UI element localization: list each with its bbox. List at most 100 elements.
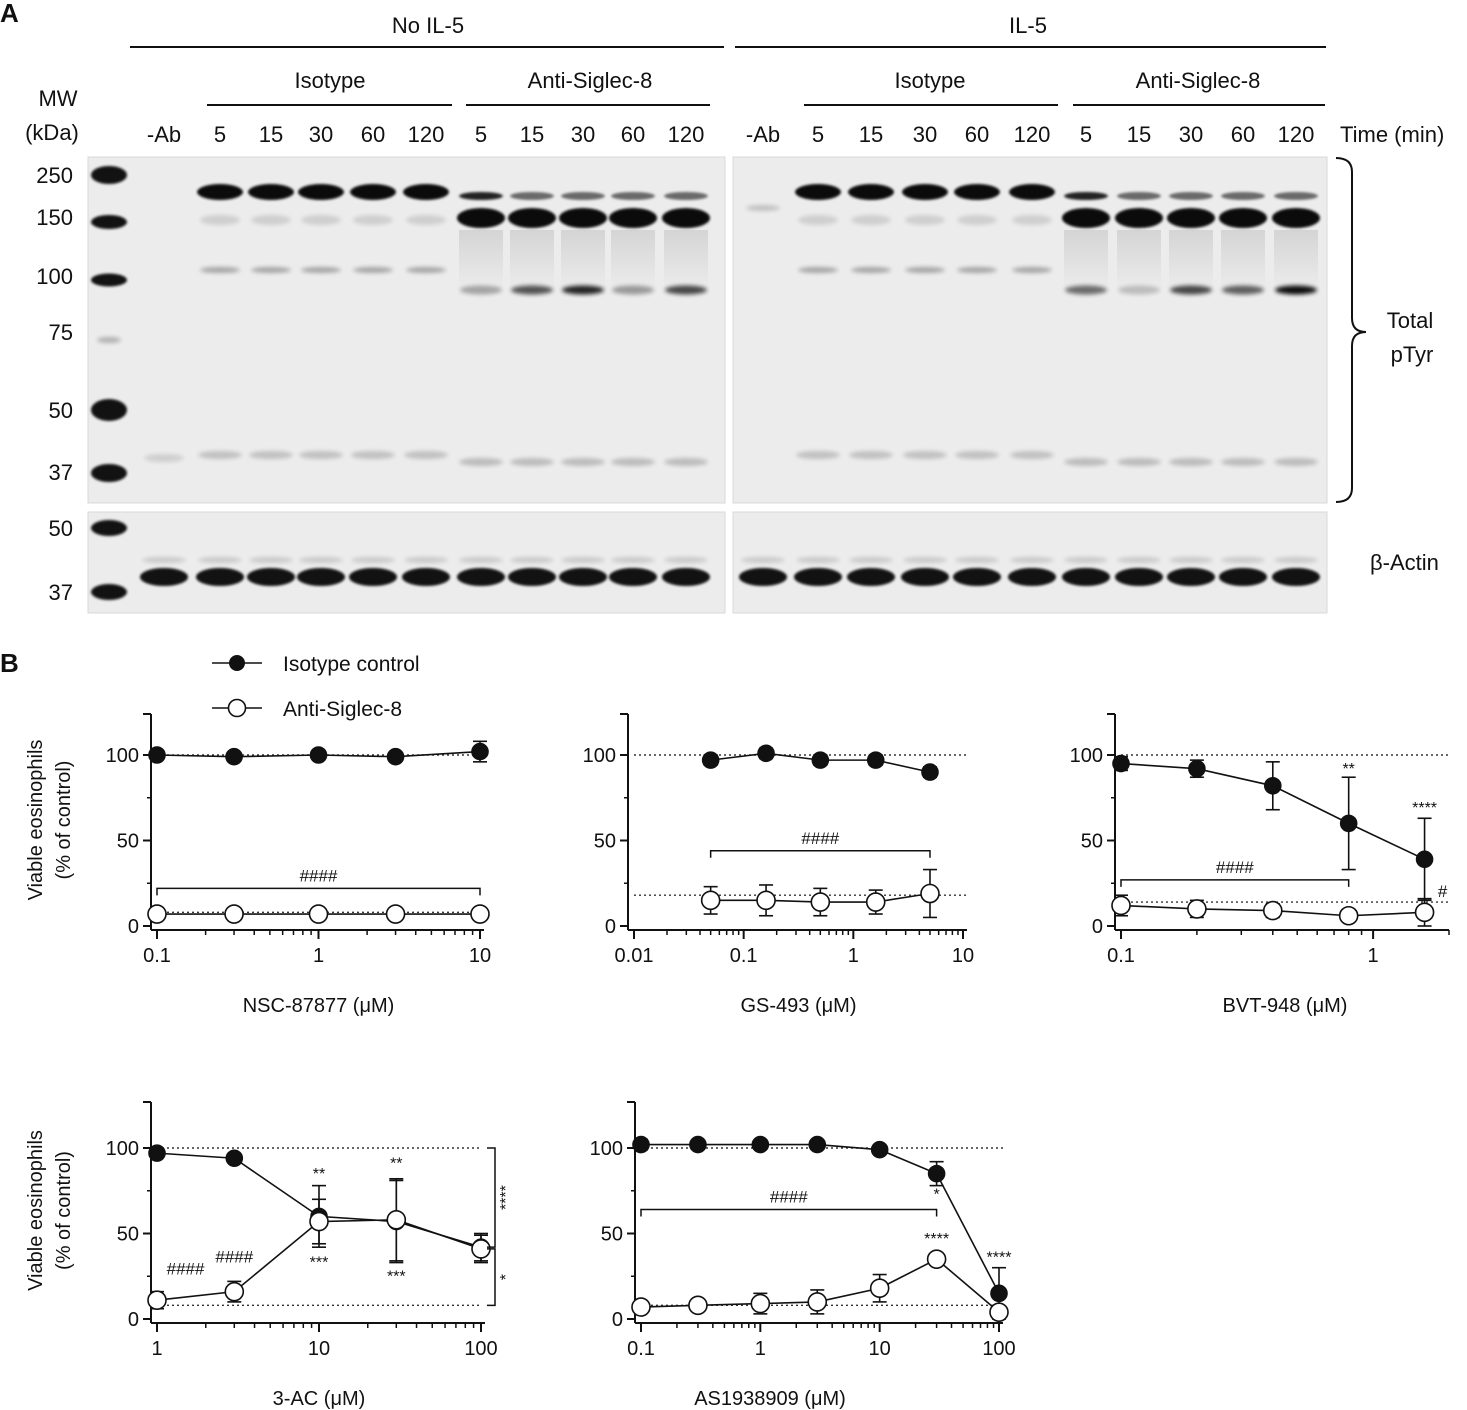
actin-band-faint: [142, 557, 186, 563]
significance-label: ####: [770, 1188, 808, 1207]
ptyr-band-200kda: [848, 184, 894, 200]
lane-label-noil5-3: 30: [309, 122, 333, 147]
anti-siglec8-point: [147, 1290, 167, 1310]
anti-siglec8-point: [869, 1278, 890, 1299]
ptyr-band-150kda: [508, 208, 556, 228]
ptyr-band-200kda: [350, 184, 396, 200]
x-tick-label: 0.1: [730, 945, 758, 967]
significance-bracket: [1120, 879, 1350, 887]
ptyr-band-faint: [406, 215, 446, 225]
legend-anti-marker: [227, 698, 247, 718]
ladder-band: [91, 464, 127, 482]
ptyr-band-110kda: [301, 267, 341, 273]
ptyr-band-200kda: [403, 184, 449, 200]
lane-label-il5-2: 15: [859, 122, 883, 147]
anti-siglec8-point: [926, 1249, 947, 1269]
mw-actin-label-50: 50: [49, 516, 73, 541]
chart-1: 0 50 100 0.1 1 10 NSC-87877 (μM) Viable eosinop…: [25, 713, 491, 1017]
mw-label-50: 50: [49, 398, 73, 423]
significance-annotation: **: [1342, 761, 1354, 778]
ptyr-band-200kda: [1009, 184, 1055, 200]
ptyr-smear: [1221, 230, 1265, 290]
x-axis-label: NSC-87877 (μM): [243, 995, 395, 1017]
ptyr-band-faint: [798, 215, 838, 225]
ptyr-band-150kda: [609, 208, 657, 228]
ptyr-band-150kda: [1115, 208, 1163, 228]
ptyr-band-40kda: [611, 458, 655, 466]
actin-band: [457, 568, 505, 586]
ptyr-band-200kda: [1274, 192, 1318, 200]
isotype-point: [689, 1135, 707, 1154]
ptyr-band-faint: [746, 205, 780, 211]
lane-label-il5-8: 30: [1179, 122, 1203, 147]
lane-label-il5-3: 30: [913, 122, 937, 147]
ptyr-smear: [459, 230, 503, 290]
isotype-point: [309, 746, 328, 764]
ptyr-band-40kda: [1117, 458, 1161, 466]
anti-siglec8-point: [386, 1210, 407, 1230]
anti-siglec8-point: [865, 892, 886, 912]
actin-band-faint: [903, 557, 947, 563]
actin-band: [1008, 568, 1056, 586]
ptyr-band-200kda: [1117, 192, 1161, 200]
ptyr-band-200kda: [459, 192, 503, 200]
significance-annotation: ***: [387, 1268, 406, 1285]
ptyr-band-110kda: [1012, 267, 1052, 273]
side-bracket: [487, 1248, 496, 1307]
ptyr-band-110kda: [200, 267, 240, 273]
actin-band: [196, 568, 244, 586]
y-tick-label: 100: [106, 745, 139, 767]
ptyr-smear: [611, 230, 655, 290]
lane-label-noil5-10: 120: [668, 122, 705, 147]
ladder-band: [97, 337, 121, 343]
condition-label-no-il5: No IL-5: [392, 13, 464, 38]
anti-siglec8-point: [385, 904, 406, 924]
actin-band-faint: [561, 557, 605, 563]
y-tick-label: 100: [1070, 745, 1103, 767]
significance-label: ####: [1216, 858, 1254, 877]
ptyr-band-faint: [957, 215, 997, 225]
significance-annotation: ####: [215, 1248, 253, 1267]
lane-label-noil5-9: 60: [621, 122, 645, 147]
significance-bracket: [640, 1208, 938, 1217]
ptyr-band-40kda: [351, 451, 395, 459]
ptyr-band-200kda: [611, 192, 655, 200]
ptyr-band-110kda: [905, 267, 945, 273]
significance-annotation: ****: [924, 1231, 949, 1248]
anti-siglec8-point: [308, 904, 329, 924]
ptyr-smear: [561, 230, 605, 290]
anti-siglec8-point: [688, 1295, 708, 1316]
y-axis-label-line-2: (% of control): [53, 1151, 75, 1270]
x-axis-label: AS1938909 (μM): [694, 1388, 846, 1410]
ptyr-band-40kda: [404, 451, 448, 459]
y-tick-label: 0: [128, 916, 139, 938]
ptyr-band-200kda: [248, 184, 294, 200]
actin-band-faint: [1117, 557, 1161, 563]
x-tick-label: 100: [464, 1338, 497, 1360]
isotype-point: [701, 751, 720, 769]
actin-band-faint: [796, 557, 840, 563]
ladder-band: [91, 584, 127, 600]
y-tick-label: 50: [1081, 831, 1103, 853]
anti-siglec8-point: [1338, 905, 1359, 926]
ptyr-band-faint: [200, 215, 240, 225]
ptyr-band-faint: [144, 454, 184, 462]
y-axis-label-line-1: Viable eosinophils: [25, 740, 47, 901]
actin-band-faint: [249, 557, 293, 563]
x-axis-label: GS-493 (μM): [741, 995, 857, 1017]
actin-band: [609, 568, 657, 586]
time-axis-label: Time (min): [1340, 122, 1444, 147]
lane-label-noil5-0: -Ab: [147, 122, 181, 147]
isotype-point: [808, 1135, 827, 1154]
y-axis-label-line-1: Viable eosinophils: [25, 1130, 47, 1291]
ptyr-band-40kda: [796, 451, 840, 459]
significance-label: ####: [801, 829, 839, 848]
isotype-point: [927, 1164, 946, 1183]
ptyr-band-faint: [251, 215, 291, 225]
actin-band-faint: [299, 557, 343, 563]
actin-band: [662, 568, 710, 586]
y-tick-label: 0: [605, 916, 616, 938]
significance-annotation: #: [1438, 882, 1448, 901]
